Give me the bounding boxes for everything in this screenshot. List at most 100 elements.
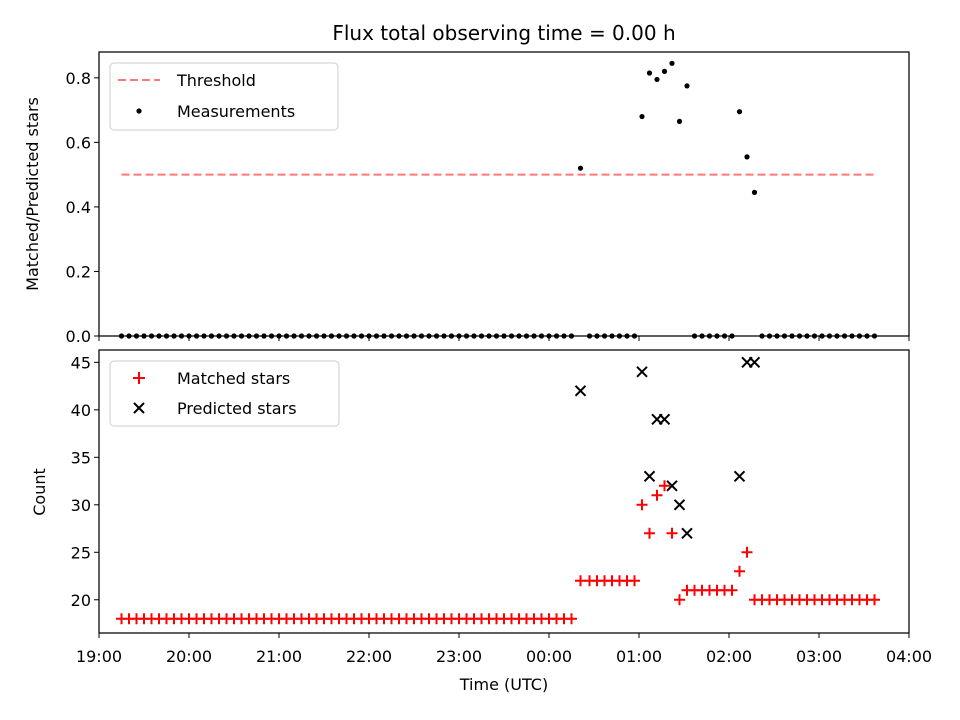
y-tick-label: 30 [71, 496, 91, 515]
measurement-point [568, 333, 575, 339]
predicted-star-marker [658, 413, 671, 426]
measurement-point [721, 333, 728, 339]
bottom-panel: 20 25 30 35 40 45 19:00 20:00 21:00 22:00 23:00 00… [30, 349, 932, 694]
matched-star-marker [726, 584, 738, 596]
y-tick-label: 0.8 [66, 69, 91, 88]
measurement-point [706, 333, 713, 339]
measurement-point [141, 333, 147, 339]
measurement-point [789, 333, 795, 339]
matched-star-marker [666, 527, 678, 539]
measurement-point [231, 333, 237, 339]
y-tick-label: 25 [71, 543, 91, 562]
chart-title: Flux total observing time = 0.00 h [332, 21, 675, 45]
measurement-point [841, 333, 848, 339]
predicted-star-marker [748, 356, 761, 369]
measurement-point [478, 333, 485, 339]
measurement-point [804, 333, 810, 339]
measurement-point [321, 333, 327, 339]
measurement-point [291, 333, 297, 339]
measurement-point [328, 333, 335, 339]
measurement-point [729, 333, 735, 339]
measurement-point [433, 333, 440, 339]
measurement-point [396, 333, 402, 339]
y-tick-label: 0.2 [66, 262, 91, 281]
top-legend-box [109, 62, 339, 131]
measurement-point [426, 333, 432, 339]
measurement-point [577, 165, 584, 171]
measurement-point [268, 333, 275, 339]
measurement-point [774, 333, 780, 339]
y-tick-label: 0.0 [66, 327, 91, 346]
matched-star-marker [629, 575, 640, 587]
measurement-point [178, 333, 185, 339]
matched-stars-legend-swatch [133, 372, 145, 384]
measurement-point [516, 333, 522, 339]
measurements-legend-label: Measurements [177, 102, 295, 121]
measurement-point [736, 109, 743, 115]
measurement-point [669, 60, 675, 66]
measurement-point [699, 333, 705, 339]
matched-star-marker [741, 546, 753, 558]
predicted-stars-series [574, 356, 761, 539]
measurement-point [553, 333, 560, 339]
measurement-point [744, 154, 750, 160]
measurement-point [283, 333, 290, 339]
measurements-legend-swatch [136, 108, 142, 114]
measurement-point [759, 333, 765, 339]
top-panel: 0.00.20.40.60.8 Matched/Predicted stars … [23, 51, 910, 346]
measurement-point [171, 333, 177, 339]
measurement-point [586, 333, 593, 339]
matched-star-marker [636, 499, 648, 511]
measurement-point [819, 333, 825, 339]
measurement-point [448, 333, 455, 339]
measurement-point [403, 333, 410, 339]
measurement-point [684, 83, 690, 89]
bottom-legend: Matched stars Predicted stars [109, 360, 340, 427]
measurement-point [849, 333, 855, 339]
y-tick-label: 45 [71, 353, 91, 372]
top-legend: Threshold Measurements [109, 62, 339, 131]
measurement-point [223, 333, 230, 339]
measurement-point [358, 333, 365, 339]
x-tick-label: 02:00 [706, 647, 752, 666]
x-tick-label: 00:00 [526, 647, 572, 666]
measurement-point [463, 333, 470, 339]
measurement-point [313, 333, 320, 339]
threshold-legend-label: Threshold [176, 71, 256, 90]
measurement-point [216, 333, 222, 339]
measurement-point [261, 333, 267, 339]
y-tick-label: 20 [71, 591, 91, 610]
y-tick-label: 0.6 [66, 133, 91, 152]
measurement-point [388, 333, 395, 339]
measurement-point [654, 76, 660, 83]
predicted-star-marker [643, 470, 656, 483]
measurement-point [163, 333, 170, 339]
measurement-point [456, 333, 462, 339]
predicted-stars-legend-label: Predicted stars [177, 399, 297, 418]
x-tick-label: 01:00 [616, 647, 662, 666]
matched-star-marker [674, 594, 685, 606]
measurement-point [796, 333, 803, 339]
predicted-star-marker [666, 480, 678, 492]
x-tick-label: 23:00 [436, 647, 482, 666]
measurement-point [601, 333, 608, 339]
measurement-point [594, 333, 600, 339]
measurement-point [186, 333, 192, 339]
predicted-star-marker [636, 366, 648, 378]
measurement-point [193, 333, 200, 339]
measurement-point [546, 333, 552, 339]
measurement-point [148, 333, 155, 339]
measurement-point [676, 118, 683, 124]
measurement-point [373, 333, 380, 339]
measurements-series [118, 60, 878, 339]
measurement-point [871, 333, 878, 339]
measurement-point [624, 333, 630, 339]
measurement-point [834, 333, 840, 339]
measurement-point [714, 333, 720, 339]
measurement-point [208, 333, 215, 339]
measurement-point [751, 189, 758, 195]
measurement-point [126, 333, 132, 339]
measurement-point [609, 333, 615, 339]
measurement-point [411, 333, 417, 339]
measurement-point [531, 333, 537, 339]
